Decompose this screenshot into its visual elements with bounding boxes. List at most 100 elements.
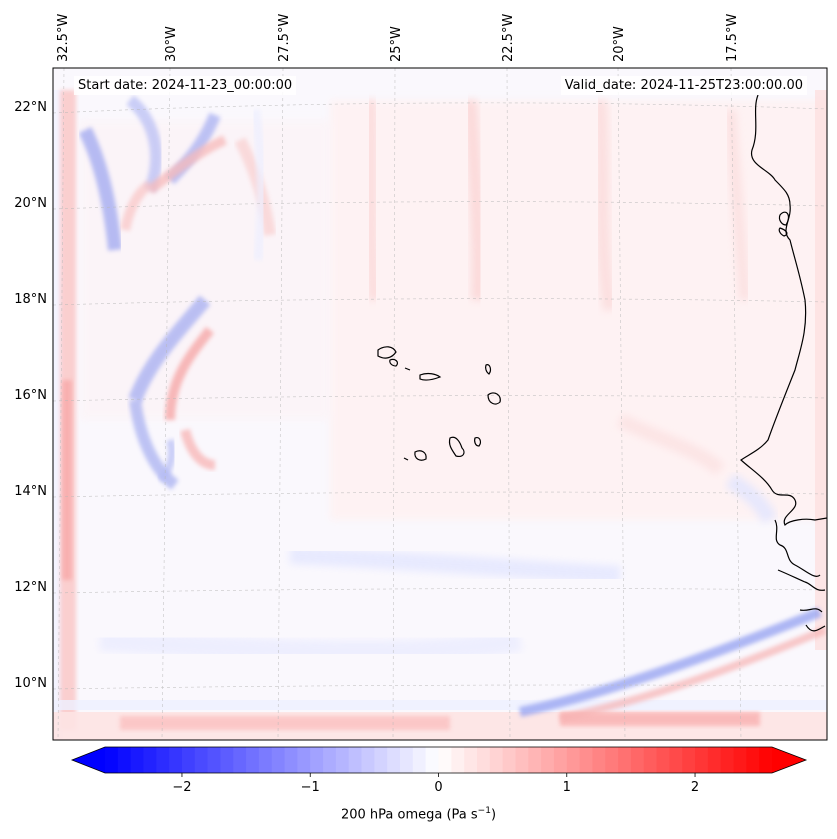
colorbar-bin — [207, 747, 222, 773]
colorbar-bin — [695, 747, 709, 773]
island-santo-antao — [377, 346, 397, 359]
colorbar-bin — [348, 747, 363, 773]
colorbar-bin — [233, 747, 247, 773]
colorbar-bin — [438, 747, 452, 773]
lat-label: 14°N — [14, 484, 47, 499]
lon-label: 32.5°W — [56, 14, 71, 62]
valid-date-label: Valid_date: 2024-11-25T23:00:00.00 — [560, 76, 807, 95]
colorbar-bin — [759, 747, 773, 773]
colorbar-bin — [400, 747, 414, 773]
colorbar-bin — [630, 747, 645, 773]
colorbar-bin — [169, 747, 183, 773]
longitude-labels: 32.5°W 30°W 27.5°W 25°W 22.5°W 20°W 17.5… — [56, 14, 740, 62]
colorbar-bin — [528, 747, 542, 773]
lon-label: 25°W — [389, 26, 404, 62]
colorbar-bin — [669, 747, 683, 773]
island-brava — [403, 457, 409, 461]
colorbar-units-exp: −1 — [477, 806, 491, 816]
colorbar-extend-min — [72, 747, 105, 773]
island-maio — [474, 437, 481, 447]
colorbar-bin — [310, 747, 324, 773]
island-fogo — [414, 450, 427, 461]
start-date-label: Start date: 2024-11-23_00:00:00 — [74, 76, 297, 95]
colorbar-bin — [643, 747, 658, 773]
colorbar-variable: 200 hPa omega — [340, 807, 443, 823]
colorbar-bin — [220, 747, 234, 773]
colorbar-bin — [464, 747, 478, 773]
colorbar-tick-label: 1 — [563, 780, 571, 795]
colorbar-bin — [579, 747, 594, 773]
island-boa-vista — [487, 392, 501, 405]
colorbar-tick-label: −2 — [172, 780, 191, 795]
colorbar-bin — [502, 747, 517, 773]
colorbar-title: 200 hPa omega (Pa s−1) — [0, 806, 837, 822]
lon-label: 30°W — [164, 26, 179, 62]
colorbar-tick-label: 2 — [691, 780, 699, 795]
colorbar-bin — [515, 747, 529, 773]
colorbar-bin — [117, 747, 132, 773]
lat-label: 10°N — [14, 676, 47, 691]
colorbar-bin — [746, 747, 760, 773]
latitude-labels: 22°N 20°N 18°N 16°N 14°N 12°N 10°N — [14, 100, 47, 691]
colorbar-bin — [425, 747, 440, 773]
colorbar-bin — [412, 747, 427, 773]
lat-label: 20°N — [14, 196, 47, 211]
colorbar-bin — [541, 747, 555, 773]
colorbar-bin — [194, 747, 209, 773]
colorbar-bin — [374, 747, 388, 773]
colorbar-bin — [682, 747, 696, 773]
omega-field — [53, 68, 827, 740]
colorbar-bin — [707, 747, 722, 773]
island-sao-vicente — [389, 358, 399, 367]
colorbar-outline — [70, 746, 808, 774]
colorbar-units-prefix: (Pa s — [446, 807, 478, 823]
lon-label: 22.5°W — [501, 14, 516, 62]
colorbar-bin — [451, 747, 465, 773]
colorbar-bin — [323, 747, 337, 773]
colorbar-units-suffix: ) — [490, 807, 497, 823]
colorbar-bin — [130, 747, 145, 773]
africa-coastline — [740, 94, 827, 527]
colorbar-bin — [476, 747, 491, 773]
coastline — [377, 94, 827, 632]
colorbar: −2 −1 0 1 2 — [70, 746, 808, 795]
colorbar-bin — [553, 747, 568, 773]
colorbar-bin — [618, 747, 632, 773]
colorbar-bin — [284, 747, 299, 773]
colorbar-bin — [566, 747, 581, 773]
colorbar-extend-max — [772, 747, 806, 773]
colorbar-ticks: −2 −1 0 1 2 — [172, 773, 699, 795]
colorbar-bin — [733, 747, 747, 773]
colorbar-bin — [720, 747, 735, 773]
lat-label: 16°N — [14, 388, 47, 403]
colorbar-bin — [335, 747, 350, 773]
colorbar-bin — [592, 747, 606, 773]
island-santiago — [448, 436, 465, 457]
lat-label: 22°N — [14, 100, 47, 115]
island-sao-nicolau — [419, 372, 442, 381]
colorbar-bin — [246, 747, 260, 773]
colorbar-bin — [297, 747, 311, 773]
colorbar-bin — [258, 747, 273, 773]
colorbar-bin — [271, 747, 286, 773]
colorbar-bin — [105, 747, 119, 773]
lon-label: 17.5°W — [725, 14, 740, 62]
colorbar-bin — [156, 747, 170, 773]
colorbar-tick-label: −1 — [301, 780, 320, 795]
lon-label: 27.5°W — [277, 14, 292, 62]
lat-label: 12°N — [14, 580, 47, 595]
colorbar-bin — [656, 747, 670, 773]
graticule — [53, 68, 827, 740]
lon-label: 20°W — [612, 26, 627, 62]
map-frame — [52, 67, 828, 741]
colorbar-bin — [489, 747, 504, 773]
colorbar-tick-label: 0 — [434, 780, 442, 795]
lat-label: 18°N — [14, 292, 47, 307]
colorbar-bin — [605, 747, 619, 773]
colorbar-bin — [181, 747, 196, 773]
colorbar-bin — [387, 747, 401, 773]
island-sal — [485, 364, 492, 375]
colorbar-bins — [72, 747, 806, 773]
colorbar-bin — [143, 747, 157, 773]
